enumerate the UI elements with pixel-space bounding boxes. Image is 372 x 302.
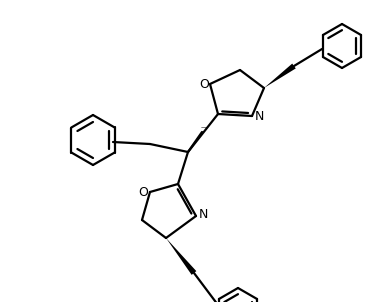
Text: O: O bbox=[138, 185, 148, 198]
Text: N: N bbox=[254, 111, 264, 124]
Text: O: O bbox=[199, 79, 209, 92]
Polygon shape bbox=[166, 238, 196, 275]
Text: —: — bbox=[201, 124, 208, 130]
Polygon shape bbox=[264, 64, 296, 88]
Text: N: N bbox=[198, 208, 208, 221]
